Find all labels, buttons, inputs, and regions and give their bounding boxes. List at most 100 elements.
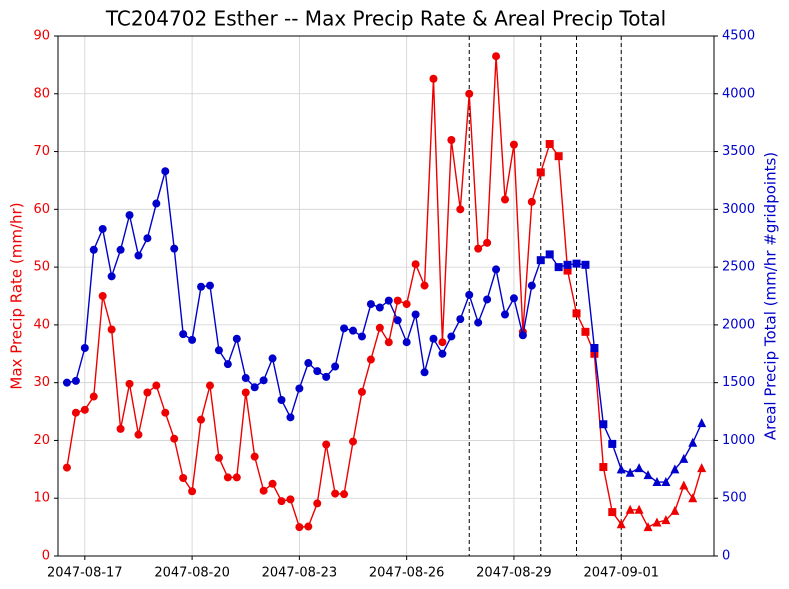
marker [402,338,411,347]
y-tick-label: 60 [33,202,50,217]
marker [232,473,241,482]
marker [545,140,554,149]
marker [349,326,358,335]
marker [125,379,134,388]
marker [536,256,545,265]
marker [590,344,599,352]
marker [313,499,322,508]
marker [483,295,492,304]
marker [223,473,232,482]
marker [670,464,680,474]
marker [670,505,680,515]
marker [679,453,689,463]
marker [98,224,107,233]
marker [152,199,161,208]
y2-tick-label: 0 [722,549,730,564]
marker [634,463,644,473]
series-line [66,171,703,483]
marker [411,260,420,269]
marker [429,334,438,343]
marker [107,325,116,334]
y2-axis-label: Areal Precip Total (mm/hr #gridpoints) [762,152,780,440]
marker [697,463,707,473]
marker [170,244,179,253]
series-line [66,56,703,529]
marker [241,388,250,397]
marker [304,359,313,368]
y2-tick-label: 2500 [722,260,755,275]
marker [563,266,572,275]
y-tick-label: 90 [33,29,50,44]
marker [518,331,527,340]
marker [134,430,143,439]
marker [697,418,707,428]
marker [179,330,188,339]
marker [286,495,295,504]
marker [643,522,653,532]
marker [125,211,134,220]
y-tick-label: 0 [42,549,50,564]
marker [456,205,465,214]
marker [393,296,402,305]
marker [492,52,501,61]
marker [501,310,509,319]
x-tick-label: 2047-08-20 [154,566,230,581]
x-tick-label: 2047-08-29 [476,566,552,581]
marker [375,323,384,332]
marker [62,378,71,387]
marker [572,309,581,318]
marker [152,381,161,390]
marker [116,245,125,254]
marker [679,480,689,490]
marker [501,195,509,204]
marker [545,250,554,259]
marker [161,408,170,417]
marker [625,504,635,514]
y-axis-label: Max Precip Rate (mm/hr) [8,202,26,389]
marker [214,453,223,462]
y2-tick-label: 1500 [722,375,755,390]
marker [599,463,608,472]
y-tick-label: 40 [33,317,50,332]
marker [268,354,277,363]
marker [447,332,456,341]
marker [375,303,384,312]
marker [331,489,340,498]
marker [411,310,420,319]
marker [170,434,179,443]
marker [277,497,286,506]
marker [616,464,626,474]
marker [599,420,608,429]
y-tick-label: 80 [33,86,50,101]
marker [447,136,456,144]
plot-frame [57,35,715,557]
marker [581,260,590,269]
marker [474,318,483,327]
marker [474,244,483,253]
marker [688,493,698,503]
marker [188,335,197,344]
marker [581,327,590,336]
marker [98,292,107,300]
marker [384,296,393,305]
marker [250,452,259,461]
marker [661,515,671,525]
marker [643,470,653,480]
marker [465,290,474,299]
marker [509,294,518,303]
x-tick-label: 2047-08-26 [369,566,445,581]
marker [259,486,268,495]
marker [366,355,375,364]
marker [322,440,331,449]
marker [80,405,89,414]
marker [322,372,331,381]
marker [509,140,518,149]
marker [527,197,536,206]
x-tick-label: 2047-08-23 [262,566,338,581]
marker [304,522,313,531]
marker [188,487,197,496]
y-tick-label: 20 [33,433,50,448]
marker [536,168,545,177]
marker [143,388,152,397]
marker [384,338,393,347]
